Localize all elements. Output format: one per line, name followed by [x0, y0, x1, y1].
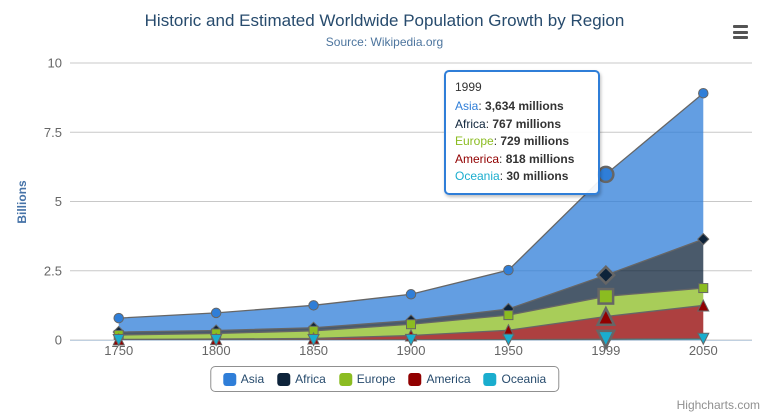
point-oceania-1999[interactable]	[595, 329, 617, 351]
tooltip-row: Asia: 3,634 millions	[455, 99, 564, 113]
point-oceania-1900[interactable]	[404, 333, 418, 347]
legend-item-asia[interactable]: Asia	[222, 372, 265, 386]
legend-item-america[interactable]: America	[408, 372, 471, 386]
legend-item-oceania[interactable]: Oceania	[483, 372, 547, 386]
tooltip: 1999 Asia: 3,634 millions Africa: 767 mil…	[444, 70, 600, 195]
menu-bar	[733, 36, 748, 39]
point-europe-1900[interactable]	[406, 319, 416, 330]
legend-label: Africa	[295, 372, 326, 386]
point-asia-1800[interactable]	[210, 307, 222, 319]
y-axis-tick-label: 5	[55, 194, 62, 209]
point-america-2050[interactable]	[696, 298, 710, 312]
point-europe-1950[interactable]	[503, 310, 514, 321]
tooltip-header: 1999	[455, 80, 482, 94]
point-oceania-1800[interactable]	[209, 333, 223, 347]
point-oceania-1950[interactable]	[502, 333, 515, 347]
legend-label: Oceania	[501, 372, 547, 386]
legend-swatch-icon	[277, 372, 291, 386]
point-oceania-2050[interactable]	[696, 332, 710, 346]
point-asia-1900[interactable]	[405, 289, 417, 300]
point-africa-1999[interactable]	[595, 265, 616, 286]
point-america-1999[interactable]	[595, 305, 617, 327]
area-asia[interactable]	[118, 93, 704, 332]
chart-title: Historic and Estimated Worldwide Populat…	[144, 11, 625, 30]
point-asia-1950[interactable]	[503, 264, 514, 276]
legend-label: Europe	[356, 372, 396, 386]
legend-swatch-icon	[483, 372, 497, 386]
legend: Asia Africa Europe America Oceania	[209, 366, 560, 392]
tooltip-row: Oceania: 30 millions	[455, 169, 569, 183]
x-axis-tick-label: 1750	[104, 343, 133, 358]
tooltip-row: America: 818 millions	[455, 151, 575, 166]
export-menu-icon[interactable]	[733, 25, 748, 39]
chart-subtitle: Source: Wikipedia.org	[325, 35, 444, 49]
legend-swatch-icon	[222, 372, 236, 386]
y-axis-tick-label: 10	[48, 56, 62, 71]
legend-label: Asia	[240, 372, 265, 386]
tooltip-rows: Asia: 3,634 millions Africa: 767 millions…	[455, 98, 589, 186]
legend-swatch-icon	[338, 372, 352, 386]
point-asia-2050[interactable]	[698, 87, 709, 99]
area-america[interactable]	[118, 305, 704, 340]
point-asia-1999[interactable]	[597, 165, 615, 184]
area-africa[interactable]	[118, 239, 704, 335]
x-axis-tick-label: 1950	[494, 343, 523, 358]
x-axis-tick-label: 1900	[397, 343, 426, 358]
legend-item-africa[interactable]: Africa	[277, 372, 326, 386]
menu-bar	[733, 30, 748, 34]
legend-label: America	[426, 372, 471, 386]
point-europe-1999[interactable]	[597, 287, 615, 305]
y-axis-title: Billions	[15, 180, 29, 224]
point-africa-2050[interactable]	[697, 232, 710, 246]
y-axis-tick-label: 0	[55, 333, 62, 348]
point-asia-1850[interactable]	[308, 300, 319, 311]
point-asia-1750[interactable]	[113, 312, 124, 324]
menu-bar	[733, 25, 748, 28]
point-europe-2050[interactable]	[698, 283, 709, 294]
point-oceania-1850[interactable]	[307, 333, 320, 347]
tooltip-row: Europe: 729 millions	[455, 134, 570, 148]
legend-item-europe[interactable]: Europe	[338, 372, 396, 386]
point-oceania-1750[interactable]	[112, 333, 126, 347]
x-axis-tick-label: 1999	[591, 343, 620, 358]
x-axis-tick-label: 2050	[689, 343, 718, 358]
tooltip-row: Africa: 767 millions	[455, 116, 562, 131]
legend-swatch-icon	[408, 372, 422, 386]
x-axis-tick-label: 1800	[202, 343, 231, 358]
highcharts-credit[interactable]: Highcharts.com	[676, 398, 760, 412]
x-axis-tick-label: 1850	[299, 343, 328, 358]
y-axis-tick-label: 2.5	[44, 263, 62, 278]
y-axis-tick-label: 7.5	[44, 125, 62, 140]
